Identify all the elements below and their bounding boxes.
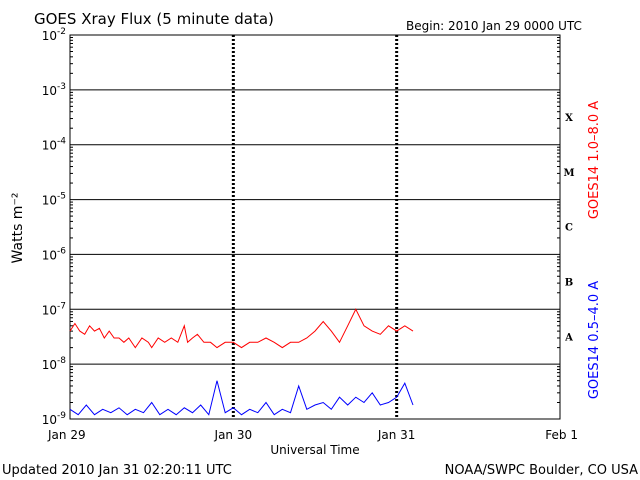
x-axis-label: Universal Time: [270, 443, 359, 457]
x-tick-label: Feb 1: [545, 428, 578, 442]
y-axis-label: Watts m⁻²: [10, 193, 26, 264]
x-tick-label: Jan 31: [377, 428, 416, 442]
y-tick-label: 10-9: [42, 411, 67, 427]
y-tick-label: 10-7: [42, 301, 66, 317]
x-tick-labels: Jan 29 Jan 30 Jan 31 Feb 1: [47, 428, 578, 442]
series-short-wavelength-line: [69, 380, 414, 416]
legend-series-short: GOES14 0.5–4.0 A: [587, 281, 602, 399]
flare-class-B: B: [565, 278, 573, 289]
series-long-wavelength-line: [69, 308, 414, 349]
updated-timestamp: Updated 2010 Jan 31 02:20:11 UTC: [2, 463, 232, 478]
y-tick-label: 10-3: [42, 82, 66, 98]
y-tick-label: 10-6: [42, 246, 67, 262]
y-tick-labels: 10-9 10-8 10-7 10-6 10-5 10-4 10-3 10-2: [42, 27, 67, 427]
y-tick-label: 10-2: [42, 27, 66, 43]
horizontal-gridlines: [70, 37, 560, 403]
begin-label: Begin: 2010 Jan 29 0000 UTC: [406, 19, 582, 33]
y-tick-label: 10-4: [42, 137, 67, 153]
plot-frame: [69, 34, 561, 420]
flare-class-X: X: [565, 113, 573, 124]
x-tick-label: Jan 29: [47, 428, 86, 442]
flare-class-A: A: [564, 332, 573, 343]
vertical-dashed-lines: [231, 35, 399, 419]
y-tick-label: 10-5: [42, 192, 66, 208]
flare-class-C: C: [565, 223, 573, 234]
flare-class-labels: A B C M X: [563, 113, 574, 343]
source-credit: NOAA/SWPC Boulder, CO USA: [445, 463, 638, 478]
flare-class-M: M: [563, 168, 574, 179]
chart-title: GOES Xray Flux (5 minute data): [34, 10, 274, 28]
x-tick-label: Jan 30: [214, 428, 253, 442]
legend-series-long: GOES14 1.0–8.0 A: [587, 101, 602, 219]
y-tick-label: 10-8: [42, 356, 67, 372]
